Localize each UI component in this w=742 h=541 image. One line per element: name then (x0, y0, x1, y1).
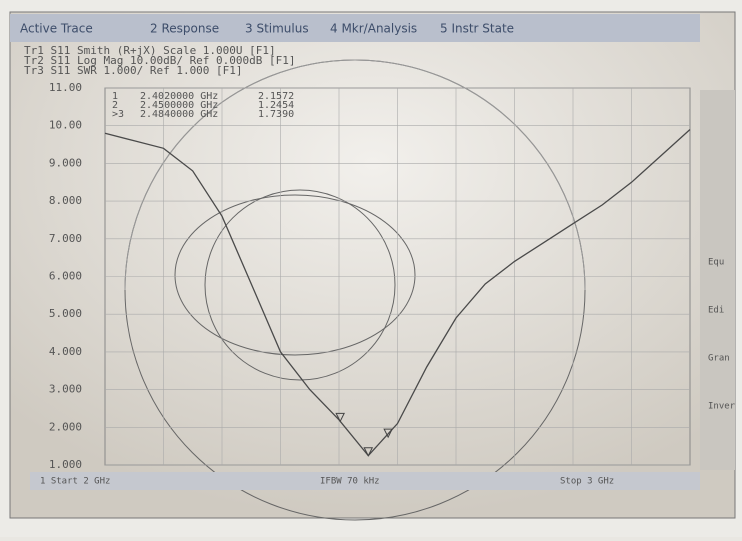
menu-tab[interactable]: 4 Mkr/Analysis (330, 22, 417, 36)
screen: Active Trace 2 Response 3 Stimulus 4 Mkr/An… (0, 0, 742, 537)
y-tick-label: 1.000 (49, 458, 82, 471)
side-button[interactable]: Edi (708, 306, 724, 316)
y-tick-label: 11.00 (49, 81, 82, 94)
page: Active Trace 2 Response 3 Stimulus 4 Mkr/An… (0, 0, 742, 537)
y-tick-label: 2.000 (49, 420, 82, 433)
status-text: 1 Start 2 GHz (40, 477, 110, 487)
y-tick-label: 10.00 (49, 119, 82, 132)
marker-value: 1.7390 (258, 109, 294, 120)
menu-tab[interactable]: Active Trace (20, 22, 93, 36)
menu-tab[interactable]: 3 Stimulus (245, 22, 309, 36)
status-text: IFBW 70 kHz (320, 477, 380, 487)
side-button[interactable]: Equ (708, 258, 724, 268)
y-tick-label: 9.000 (49, 156, 82, 169)
menu-tab[interactable]: 2 Response (150, 22, 219, 36)
y-tick-label: 8.000 (49, 194, 82, 207)
side-button[interactable]: Gran (708, 354, 730, 364)
side-button[interactable]: Inver (708, 402, 736, 412)
side-panel (700, 90, 735, 470)
status-text: Stop 3 GHz (560, 477, 614, 487)
y-tick-label: 4.000 (49, 345, 82, 358)
trace-info: Tr3 S11 SWR 1.000/ Ref 1.000 [F1] (24, 64, 243, 77)
marker-name: >3 (112, 109, 124, 120)
y-tick-label: 5.000 (49, 307, 82, 320)
marker-freq: 2.4840000 GHz (140, 109, 218, 120)
y-tick-label: 3.000 (49, 383, 82, 396)
y-tick-label: 6.000 (49, 270, 82, 283)
menu-tab[interactable]: 5 Instr State (440, 22, 514, 36)
y-tick-label: 7.000 (49, 232, 82, 245)
